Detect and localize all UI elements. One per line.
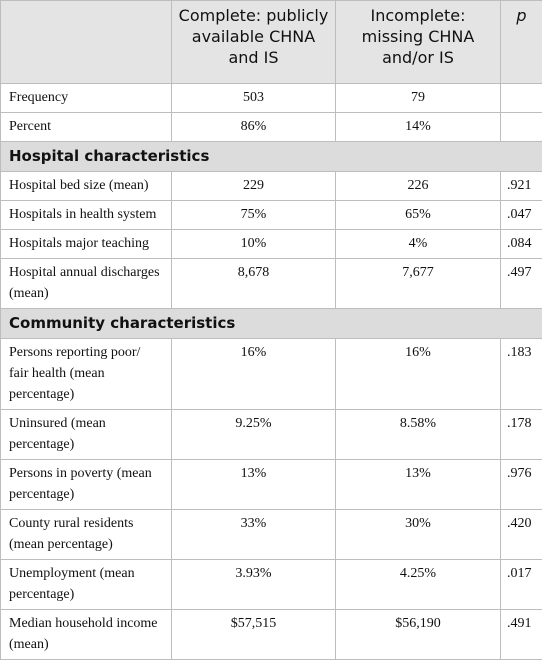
header-text: Complete: publicly available CHNA and IS [179,5,329,68]
cell: .183 [501,339,542,410]
cell: 8.58% [336,410,501,460]
cell: .084 [501,230,542,259]
cell: .047 [501,201,542,230]
cell: 7,677 [336,259,501,309]
table-row: Persons in poverty (mean percentage)13%1… [1,460,542,510]
header-cell [1,1,172,84]
cell: 503 [172,84,336,113]
cell: 16% [336,339,501,410]
table-header: Complete: publicly available CHNA and IS… [1,1,542,84]
cell: 226 [336,172,501,201]
section-header: Hospital characteristics [1,142,542,172]
cell: 65% [336,201,501,230]
cell: 4.25% [336,560,501,610]
section-row: Hospital characteristics [1,142,542,172]
cell: 229 [172,172,336,201]
row-label: Percent [1,113,172,142]
cell: 75% [172,201,336,230]
cell: 13% [172,460,336,510]
table-row: Median household income (mean)$57,515$56… [1,610,542,660]
cell: 8,678 [172,259,336,309]
section-row: Community characteristics [1,309,542,339]
row-label: Hospitals major teaching [1,230,172,259]
cell: 10% [172,230,336,259]
cell: 16% [172,339,336,410]
row-label: Hospital bed size (mean) [1,172,172,201]
cell: .497 [501,259,542,309]
cell: .017 [501,560,542,610]
row-label: County rural residents (mean percentage) [1,510,172,560]
cell: .921 [501,172,542,201]
table-row: County rural residents (mean percentage)… [1,510,542,560]
row-label: Median household income (mean) [1,610,172,660]
header-row: Complete: publicly available CHNA and IS… [1,1,542,84]
header-cell: Incomplete: missing CHNA and/or IS [336,1,501,84]
cell: 86% [172,113,336,142]
cell: .491 [501,610,542,660]
header-cell: Complete: publicly available CHNA and IS [172,1,336,84]
cell: 14% [336,113,501,142]
row-label: Unemployment (mean percentage) [1,560,172,610]
empty-cell [501,84,542,113]
table-row: Persons reporting poor/ fair health (mea… [1,339,542,410]
table-row: Uninsured (mean percentage)9.25%8.58%.17… [1,410,542,460]
cell: 30% [336,510,501,560]
cell: .178 [501,410,542,460]
header-text: Incomplete: missing CHNA and/or IS [343,5,493,68]
row-label: Frequency [1,84,172,113]
empty-cell [501,113,542,142]
row-label: Persons in poverty (mean percentage) [1,460,172,510]
cell: .976 [501,460,542,510]
row-label: Hospital annual discharges (mean) [1,259,172,309]
table-row: Unemployment (mean percentage)3.93%4.25%… [1,560,542,610]
cell: 3.93% [172,560,336,610]
cell: 33% [172,510,336,560]
section-header: Community characteristics [1,309,542,339]
row-label: Persons reporting poor/ fair health (mea… [1,339,172,410]
row-label: Hospitals in health system [1,201,172,230]
cell: $56,190 [336,610,501,660]
cell: 13% [336,460,501,510]
cell: $57,515 [172,610,336,660]
cell: 9.25% [172,410,336,460]
cell: 4% [336,230,501,259]
cell: 79 [336,84,501,113]
header-cell: p [501,1,542,84]
row-label: Uninsured (mean percentage) [1,410,172,460]
cell: .420 [501,510,542,560]
